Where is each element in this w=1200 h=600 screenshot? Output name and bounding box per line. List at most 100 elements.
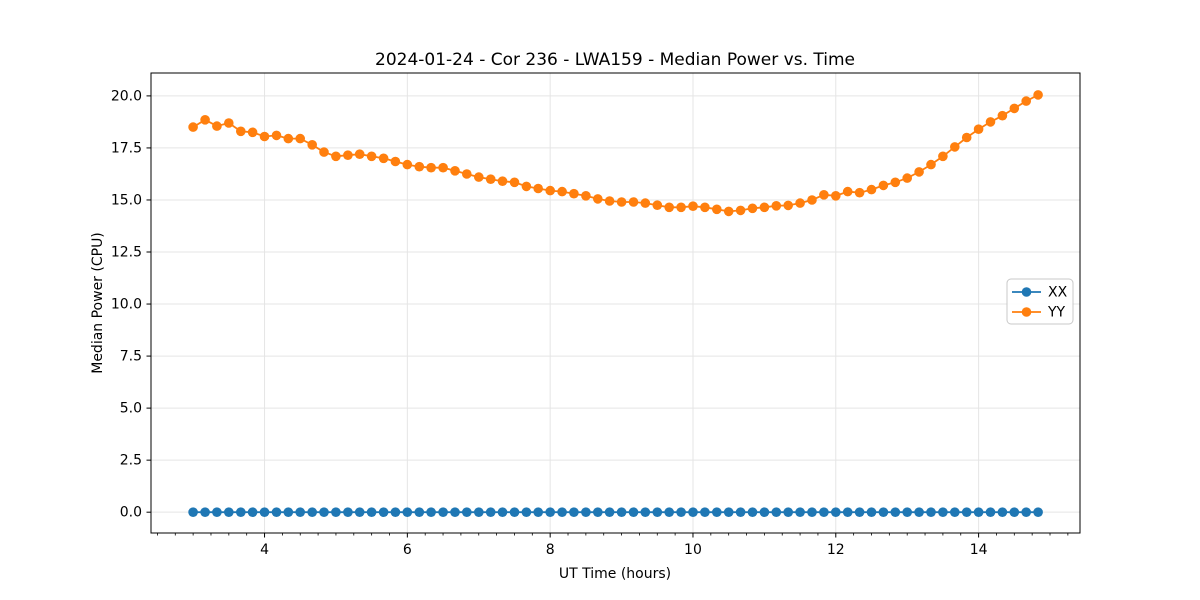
- data-point: [569, 507, 579, 517]
- data-point: [283, 133, 294, 144]
- data-point: [676, 202, 686, 213]
- data-point: [378, 153, 389, 164]
- data-point: [271, 507, 282, 517]
- data-point: [497, 176, 508, 186]
- data-point: [688, 507, 698, 517]
- data-point: [997, 507, 1008, 517]
- x-minor-ticks: [157, 533, 1069, 536]
- data-point: [616, 197, 627, 207]
- data-point: [331, 507, 341, 517]
- data-point: [319, 147, 329, 157]
- data-point: [366, 507, 377, 517]
- data-point: [652, 507, 663, 517]
- data-point: [961, 507, 972, 517]
- data-point: [902, 507, 912, 517]
- data-point: [1021, 507, 1031, 517]
- data-point: [723, 206, 734, 217]
- data-point: [366, 151, 377, 162]
- data-point: [450, 507, 460, 517]
- data-point: [521, 507, 532, 517]
- data-point: [866, 184, 877, 195]
- data-point: [771, 201, 782, 211]
- data-point: [426, 507, 436, 517]
- data-point: [985, 117, 996, 127]
- data-point: [854, 187, 865, 198]
- x-tick-label: 14: [970, 542, 988, 558]
- data-point: [819, 190, 829, 200]
- data-point: [236, 126, 246, 137]
- data-point: [938, 151, 948, 162]
- data-point: [247, 507, 258, 517]
- y-tick-label: 0.0: [120, 505, 142, 521]
- data-point: [628, 507, 639, 517]
- data-point: [271, 130, 282, 141]
- data-point: [200, 115, 210, 125]
- data-point: [664, 202, 674, 213]
- data-point: [676, 507, 686, 517]
- data-point: [652, 200, 663, 210]
- data-point: [390, 156, 401, 167]
- data-point: [581, 191, 591, 201]
- series-yy: [188, 90, 1043, 217]
- data-point: [485, 174, 496, 184]
- data-point: [533, 507, 543, 517]
- data-point: [414, 161, 425, 172]
- data-point: [307, 507, 318, 517]
- data-point: [854, 507, 865, 517]
- data-point: [188, 122, 198, 132]
- data-point: [259, 507, 270, 517]
- y-tick-label: 5.0: [120, 401, 142, 417]
- data-point: [509, 177, 520, 188]
- data-point: [557, 507, 567, 517]
- data-point: [402, 159, 413, 170]
- x-tick-label: 12: [827, 542, 845, 558]
- data-point: [914, 507, 924, 517]
- y-tick-label: 20.0: [111, 88, 142, 104]
- data-point: [485, 507, 496, 517]
- y-tick-label: 10.0: [111, 297, 142, 313]
- data-point: [747, 507, 758, 517]
- data-point: [426, 162, 436, 173]
- data-point: [759, 202, 770, 213]
- y-tick-label: 12.5: [111, 245, 142, 261]
- y-tick-label: 15.0: [111, 192, 142, 208]
- plot-area: 4 6 8 10 12 14 0.0 2.5 5.0 7.5 10.0 12.5 15.0 17.5 20.…: [111, 72, 1081, 558]
- x-axis-label: UT Time (hours): [559, 566, 671, 582]
- legend-entry-xx: XX: [1012, 285, 1068, 301]
- data-point: [973, 507, 984, 517]
- data-point: [557, 186, 567, 197]
- data-point: [640, 507, 651, 517]
- data-point: [212, 507, 222, 517]
- data-point: [938, 507, 948, 517]
- data-point: [474, 172, 484, 182]
- data-point: [295, 133, 306, 144]
- y-tick-label: 7.5: [120, 349, 142, 365]
- data-point: [295, 507, 306, 517]
- data-point: [533, 183, 543, 194]
- data-point: [224, 507, 234, 517]
- data-point: [224, 118, 234, 128]
- data-point: [723, 507, 734, 517]
- data-point: [950, 507, 960, 517]
- data-point: [842, 507, 853, 517]
- data-point: [1009, 103, 1020, 114]
- legend: XX YY: [1006, 278, 1074, 325]
- data-point: [640, 198, 651, 208]
- data-point: [581, 507, 591, 517]
- y-tick-label: 2.5: [120, 453, 142, 469]
- data-point: [712, 204, 722, 215]
- data-point: [331, 151, 341, 162]
- series-xx: [188, 507, 1043, 517]
- x-tick-label: 4: [260, 542, 269, 558]
- data-point: [771, 507, 782, 517]
- y-tick-label: 17.5: [111, 140, 142, 156]
- data-point: [450, 166, 460, 176]
- data-point: [997, 110, 1008, 121]
- y-axis-ticks: 0.0 2.5 5.0 7.5 10.0 12.5 15.0 17.5 20.0: [111, 88, 151, 521]
- data-point: [1009, 507, 1020, 517]
- axes-spines: [150, 72, 1081, 534]
- legend-label-yy: YY: [1047, 305, 1066, 321]
- data-point: [604, 507, 615, 517]
